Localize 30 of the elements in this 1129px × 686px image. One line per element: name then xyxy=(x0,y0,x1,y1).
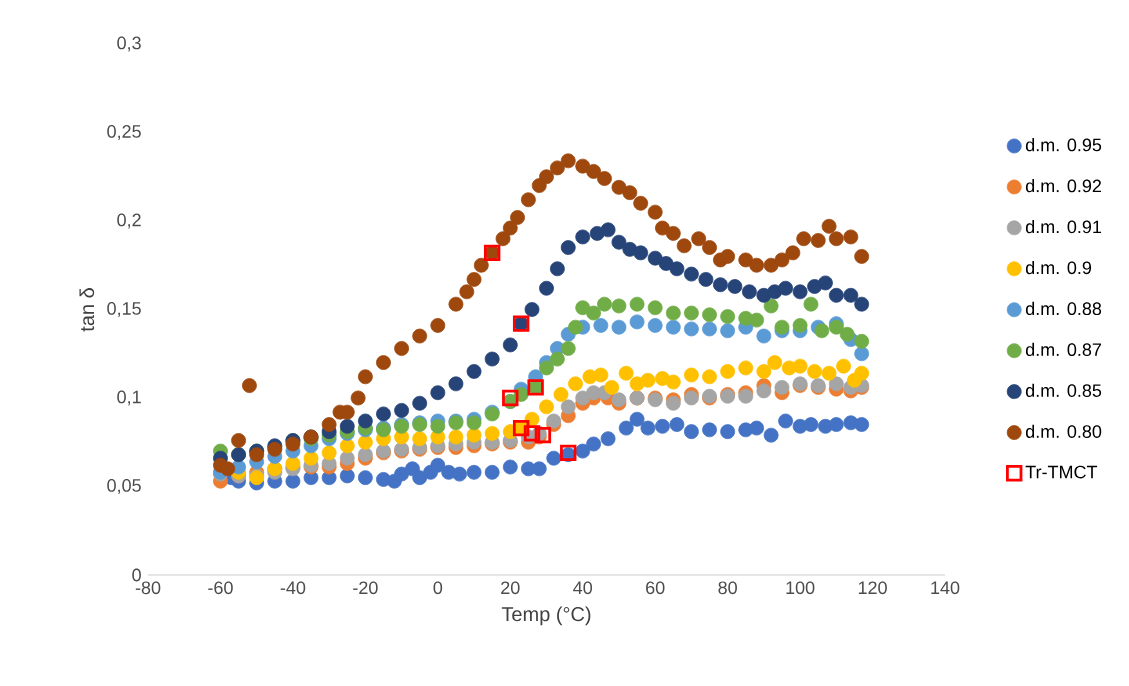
x-tick-label: -60 xyxy=(208,581,233,595)
x-tick-label: -20 xyxy=(353,581,378,595)
x-tick-label: -40 xyxy=(280,581,306,595)
x-tick-label: 80 xyxy=(718,581,737,595)
x-axis-title: Temp (°C) xyxy=(501,606,591,626)
x-tick-label: 40 xyxy=(573,581,593,595)
y-tick-label: 0,25 xyxy=(107,125,141,140)
legend-label: d.m. 0.87 xyxy=(1025,342,1101,357)
x-tick-label: 140 xyxy=(931,581,960,595)
legend-label: d.m. 0.80 xyxy=(1025,424,1102,438)
x-tick-label: 0 xyxy=(433,581,443,595)
y-tick-label: 0,15 xyxy=(107,302,141,317)
legend-label: d.m. 0.92 xyxy=(1025,179,1101,193)
y-tick-label: 0,2 xyxy=(117,213,141,229)
legend-label: Tr-TMCT xyxy=(1025,465,1098,479)
x-tick-label: 60 xyxy=(646,581,665,595)
x-tick-label: 100 xyxy=(786,581,815,595)
legend-label: d.m. 0.9 xyxy=(1025,260,1092,275)
x-tick-label: 120 xyxy=(858,581,887,595)
y-axis-title: tan δ xyxy=(79,288,95,332)
x-tick-label: 20 xyxy=(501,581,520,595)
legend-label: d.m. 0.85 xyxy=(1025,383,1102,397)
y-tick-label: 0,1 xyxy=(117,390,141,406)
y-tick-label: 0,05 xyxy=(107,479,141,494)
legend-label: d.m. 0.95 xyxy=(1025,138,1102,152)
legend-label: d.m. 0.88 xyxy=(1025,301,1102,316)
y-tick-label: 0 xyxy=(132,568,141,582)
y-tick-label: 0,3 xyxy=(117,36,141,52)
legend-label: d.m. 0.91 xyxy=(1025,219,1102,234)
x-tick-label: -80 xyxy=(135,581,161,595)
